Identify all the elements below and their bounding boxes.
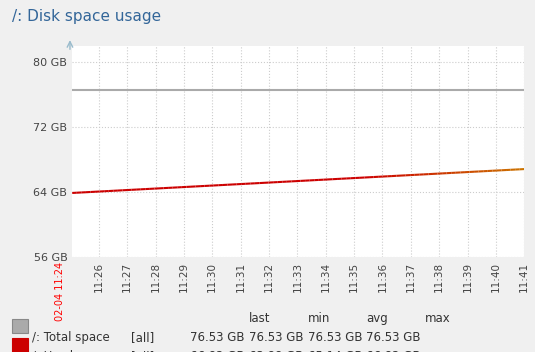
Text: 63.88 GB: 63.88 GB (249, 350, 303, 352)
Text: 02-04 11:24: 02-04 11:24 (56, 262, 65, 321)
Text: min: min (308, 312, 330, 325)
Text: /: Used space: /: Used space (32, 350, 111, 352)
Text: /: Disk space usage: /: Disk space usage (12, 9, 161, 24)
Text: [all]: [all] (131, 350, 154, 352)
Text: 66.82 GB: 66.82 GB (190, 350, 244, 352)
Text: [all]: [all] (131, 331, 154, 344)
Text: 65.14 GB: 65.14 GB (308, 350, 362, 352)
Text: last: last (249, 312, 270, 325)
Text: 66.82 GB: 66.82 GB (366, 350, 421, 352)
Text: 76.53 GB: 76.53 GB (249, 331, 303, 344)
Text: 76.53 GB: 76.53 GB (190, 331, 244, 344)
Text: 76.53 GB: 76.53 GB (366, 331, 421, 344)
Text: 76.53 GB: 76.53 GB (308, 331, 362, 344)
Text: avg: avg (366, 312, 388, 325)
Text: /: Total space: /: Total space (32, 331, 110, 344)
Text: max: max (425, 312, 451, 325)
